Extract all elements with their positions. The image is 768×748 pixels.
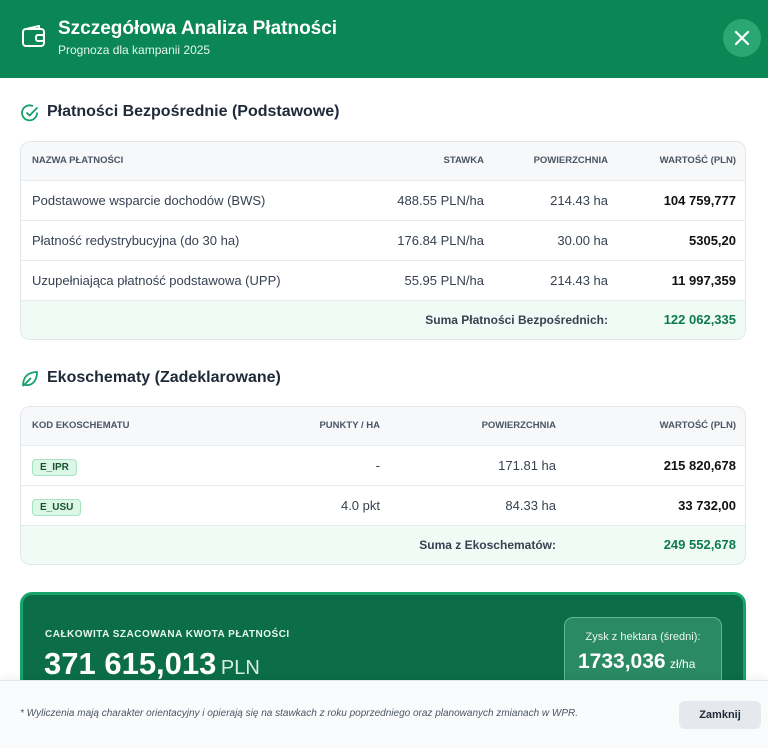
- cell: WARTOŚĆ (PLN): [659, 155, 736, 166]
- cell: -: [375, 458, 380, 473]
- footer: [0, 680, 768, 748]
- close-button[interactable]: Zamknij: [679, 701, 761, 729]
- footer-note: * Wyliczenia mają charakter orientacyjny…: [20, 708, 579, 719]
- per-ha-unit: zł/ha: [670, 657, 696, 671]
- cell: 11 997,359: [671, 273, 736, 288]
- cell: E_USU: [32, 486, 82, 525]
- cell: POWIERZCHNIA: [481, 420, 556, 431]
- eco-schemes-table: KOD EKOSCHEMATU PUNKTY / HA POWIERZCHNIA WA…: [20, 406, 746, 565]
- check-icon: [21, 104, 39, 122]
- close-button[interactable]: [723, 19, 761, 57]
- cell: 171.81 ha: [498, 458, 556, 473]
- cell: 249 552,678: [663, 537, 736, 552]
- cell: 55.95 PLN/ha: [404, 273, 484, 288]
- cell: 84.33 ha: [505, 498, 556, 513]
- sum-row: Suma z Ekoschematów: 249 552,678: [21, 525, 745, 564]
- code-badge: E_USU: [32, 499, 82, 516]
- amount: 371 615,013: [44, 646, 217, 681]
- cell: 5305,20: [689, 233, 736, 248]
- cell: 33 732,00: [678, 498, 736, 513]
- cell: 176.84 PLN/ha: [397, 233, 484, 248]
- table-row: Płatność redystrybucyjna (do 30 ha) 176.8…: [21, 220, 745, 260]
- cell: 488.55 PLN/ha: [397, 193, 484, 208]
- cell: 214.43 ha: [550, 193, 608, 208]
- cell: POWIERZCHNIA: [533, 155, 608, 166]
- header-title: Szczegółowa Analiza Płatności: [58, 18, 338, 39]
- cell: Podstawowe wsparcie dochodów (BWS): [32, 193, 266, 208]
- cell: Suma z Ekoschematów:: [419, 538, 556, 552]
- summary-amount: 371 615,013 PLN: [44, 646, 260, 682]
- cell: 215 820,678: [663, 458, 736, 473]
- cell: WARTOŚĆ (PLN): [659, 420, 736, 431]
- cell: NAZWA PŁATNOŚCI: [32, 155, 124, 166]
- table-row: Podstawowe wsparcie dochodów (BWS) 488.55…: [21, 180, 745, 220]
- per-ha-label: Zysk z hektara (średni):: [585, 631, 701, 643]
- code-badge: E_IPR: [32, 459, 77, 476]
- cell: 30.00 ha: [557, 233, 608, 248]
- cell: 104 759,777: [663, 193, 736, 208]
- cell: 214.43 ha: [550, 273, 608, 288]
- direct-payments-table: NAZWA PŁATNOŚCI STAWKA POWIERZCHNIA WARTOŚĆ…: [20, 141, 746, 340]
- cell: E_IPR: [32, 446, 77, 485]
- per-ha: 1733,036 zł/ha: [578, 650, 695, 674]
- table-row: Uzupełniająca płatność podstawowa (UPP) 5…: [21, 260, 745, 300]
- section-title: Ekoschematy (Zadeklarowane): [47, 369, 281, 386]
- per-ha-value: 1733,036: [578, 650, 666, 673]
- cell: Uzupełniająca płatność podstawowa (UPP): [32, 273, 281, 288]
- header-row: NAZWA PŁATNOŚCI STAWKA POWIERZCHNIA WARTOŚĆ…: [21, 142, 745, 180]
- cell: STAWKA: [443, 155, 484, 166]
- section-title: Płatności Bezpośrednie (Podstawowe): [47, 103, 340, 120]
- cell: KOD EKOSCHEMATU: [32, 420, 130, 431]
- cell: PUNKTY / HA: [319, 420, 380, 431]
- summary-label: CAŁKOWITA SZACOWANA KWOTA PŁATNOŚCI: [45, 629, 290, 640]
- wallet-icon: [22, 25, 45, 47]
- leaf-icon: [22, 371, 38, 387]
- table-row: E_IPR - 171.81 ha 215 820,678: [21, 445, 745, 485]
- table-row: E_USU 4.0 pkt 84.33 ha 33 732,00: [21, 485, 745, 525]
- cell: Suma Płatności Bezpośrednich:: [425, 313, 608, 327]
- sum-row: Suma Płatności Bezpośrednich: 122 062,335: [21, 300, 745, 339]
- header-row: KOD EKOSCHEMATU PUNKTY / HA POWIERZCHNIA WA…: [21, 407, 745, 445]
- currency: PLN: [220, 657, 260, 679]
- cell: 122 062,335: [663, 312, 736, 327]
- header-subtitle: Prognoza dla kampanii 2025: [58, 43, 211, 57]
- cell: 4.0 pkt: [340, 498, 380, 513]
- cell: Płatność redystrybucyjna (do 30 ha): [32, 233, 240, 248]
- header-bar: [0, 0, 768, 78]
